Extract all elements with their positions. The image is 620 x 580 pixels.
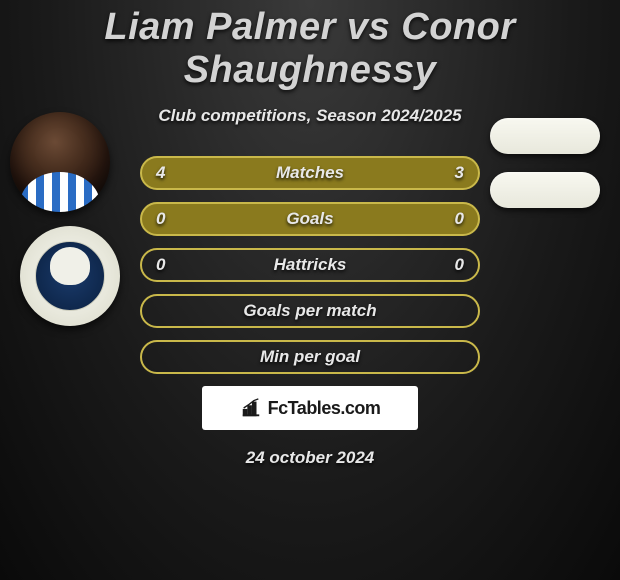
chart-icon <box>240 397 262 419</box>
stat-value-right: 0 <box>455 209 464 229</box>
stat-row: 4 Matches 3 <box>140 156 480 190</box>
stat-row: 0 Hattricks 0 <box>140 248 480 282</box>
stat-value-right: 3 <box>455 163 464 183</box>
branding-text: FcTables.com <box>268 398 381 419</box>
stat-value-right: 0 <box>455 255 464 275</box>
stat-value-left: 0 <box>156 255 165 275</box>
stat-value-left: 4 <box>156 163 165 183</box>
stat-row: 0 Goals 0 <box>140 202 480 236</box>
footer-date: 24 october 2024 <box>0 448 620 468</box>
stat-label: Hattricks <box>274 255 347 275</box>
stat-label: Matches <box>276 163 344 183</box>
player-right-avatar-placeholder <box>490 118 600 154</box>
stat-label: Goals <box>286 209 333 229</box>
stat-label: Min per goal <box>260 347 360 367</box>
branding-badge[interactable]: FcTables.com <box>202 386 418 430</box>
page-title: Liam Palmer vs Conor Shaughnessy <box>0 0 620 92</box>
stat-label: Goals per match <box>243 301 376 321</box>
stat-value-left: 0 <box>156 209 165 229</box>
stat-row: Goals per match <box>140 294 480 328</box>
stat-row: Min per goal <box>140 340 480 374</box>
stats-panel: 4 Matches 3 0 Goals 0 0 Hattricks 0 Goals per mat… <box>0 156 620 374</box>
